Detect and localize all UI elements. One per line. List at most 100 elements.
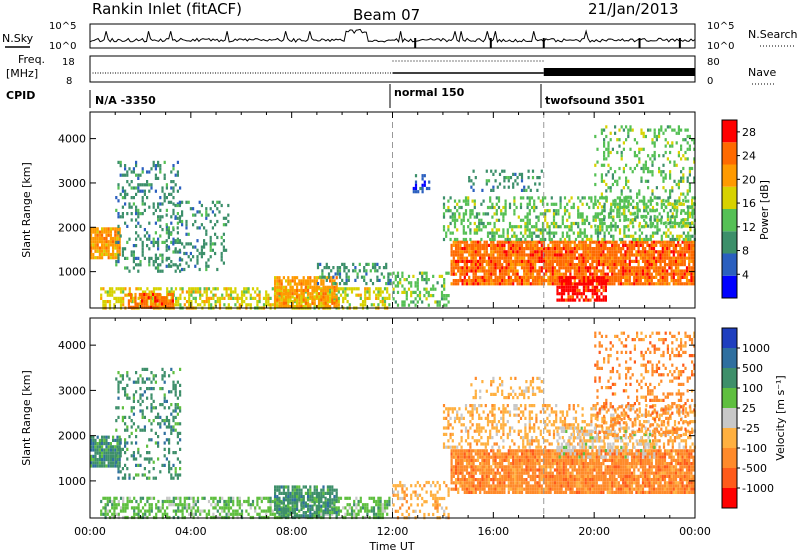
heatmap-cell <box>687 218 689 221</box>
heatmap-cell <box>547 257 549 260</box>
heatmap-cell <box>673 205 675 208</box>
heatmap-cell <box>492 279 494 282</box>
heatmap-cell <box>643 215 645 218</box>
heatmap-cell <box>627 266 629 269</box>
heatmap-cell <box>584 235 586 238</box>
heatmap-cell <box>287 283 289 286</box>
heatmap-cell <box>603 289 605 292</box>
heatmap-cell <box>629 282 631 285</box>
heatmap-cell <box>509 238 511 241</box>
heatmap-cell <box>173 510 175 513</box>
heatmap-cell <box>292 289 294 292</box>
heatmap-cell <box>596 273 598 276</box>
heatmap-cell <box>480 238 482 241</box>
heatmap-cell <box>140 287 142 290</box>
heatmap-cell <box>534 250 536 253</box>
heatmap-cell <box>511 235 513 238</box>
heatmap-cell <box>529 222 531 225</box>
heatmap-cell <box>179 497 181 500</box>
heatmap-cell <box>545 253 547 256</box>
heatmap-cell <box>667 218 669 221</box>
heatmap-cell <box>457 279 459 282</box>
freq-unit-label: [MHz] <box>6 67 38 80</box>
heatmap-cell <box>579 232 581 235</box>
heatmap-cell <box>172 293 174 296</box>
heatmap-cell <box>120 441 122 444</box>
heatmap-cell <box>613 276 615 279</box>
heatmap-cell <box>571 228 573 231</box>
heatmap-cell <box>564 196 566 199</box>
freq-block <box>544 68 695 76</box>
heatmap-cell <box>185 242 187 245</box>
heatmap-cell <box>102 300 104 303</box>
heatmap-cell <box>103 455 105 458</box>
heatmap-cell <box>108 247 110 250</box>
heatmap-cell <box>201 246 203 249</box>
heatmap-cell <box>602 253 604 256</box>
heatmap-cell <box>168 464 170 467</box>
heatmap-cell <box>682 257 684 260</box>
heatmap-cell <box>221 252 223 255</box>
heatmap-cell <box>528 257 530 260</box>
heatmap-cell <box>691 199 693 202</box>
heatmap-cell <box>634 154 636 157</box>
heatmap-cell <box>464 279 466 282</box>
heatmap-cell <box>375 294 377 297</box>
heatmap-cell <box>177 190 179 193</box>
heatmap-cell <box>148 234 150 237</box>
heatmap-cell <box>605 260 607 263</box>
heatmap-cell <box>559 279 561 282</box>
heatmap-cell <box>139 238 141 241</box>
heatmap-cell <box>237 297 239 300</box>
heatmap-cell <box>119 247 121 250</box>
heatmap-cell <box>390 272 392 275</box>
heatmap-cell <box>547 263 549 266</box>
heatmap-cell <box>157 287 159 290</box>
heatmap-cell <box>193 290 195 293</box>
heatmap-cell <box>598 247 600 250</box>
heatmap-cell <box>105 237 107 240</box>
heatmap-cell <box>591 253 593 256</box>
heatmap-cell <box>329 286 331 289</box>
heatmap-cell <box>118 503 120 506</box>
heatmap-cell <box>594 292 596 295</box>
nave-label: Nave <box>748 66 776 79</box>
heatmap-cell <box>142 497 144 500</box>
heatmap-cell <box>500 212 502 215</box>
heatmap-cell <box>133 506 135 509</box>
heatmap-cell <box>333 286 335 289</box>
heatmap-cell <box>331 302 333 305</box>
heatmap-cell <box>505 212 507 215</box>
heatmap-cell <box>276 295 278 298</box>
heatmap-cell <box>108 455 110 458</box>
heatmap-cell <box>122 448 124 451</box>
heatmap-cell <box>643 164 645 167</box>
heatmap-cell <box>120 287 122 290</box>
heatmap-cell <box>139 225 141 228</box>
heatmap-cell <box>170 233 172 236</box>
heatmap-cell <box>105 227 107 230</box>
heatmap-cell <box>443 294 445 297</box>
heatmap-cell <box>662 273 664 276</box>
heatmap-cell <box>624 241 626 244</box>
heatmap-cell <box>107 503 109 506</box>
heatmap-cell <box>274 276 276 279</box>
heatmap-cell <box>208 513 210 516</box>
heatmap-cell <box>508 282 510 285</box>
heatmap-cell <box>623 232 625 235</box>
heatmap-cell <box>144 381 146 384</box>
heatmap-cell <box>554 269 556 272</box>
heatmap-cell <box>157 416 159 419</box>
heatmap-cell <box>497 260 499 263</box>
heatmap-cell <box>197 506 199 509</box>
heatmap-cell <box>226 294 228 297</box>
heatmap-cell <box>170 390 172 393</box>
heatmap-cell <box>114 234 116 237</box>
heatmap-cell <box>133 260 135 263</box>
heatmap-cell <box>541 250 543 253</box>
heatmap-cell <box>103 436 105 439</box>
heatmap-cell <box>638 244 640 247</box>
heatmap-cell <box>678 225 680 228</box>
heatmap-cell <box>155 266 157 269</box>
heatmap-cell <box>659 196 661 199</box>
